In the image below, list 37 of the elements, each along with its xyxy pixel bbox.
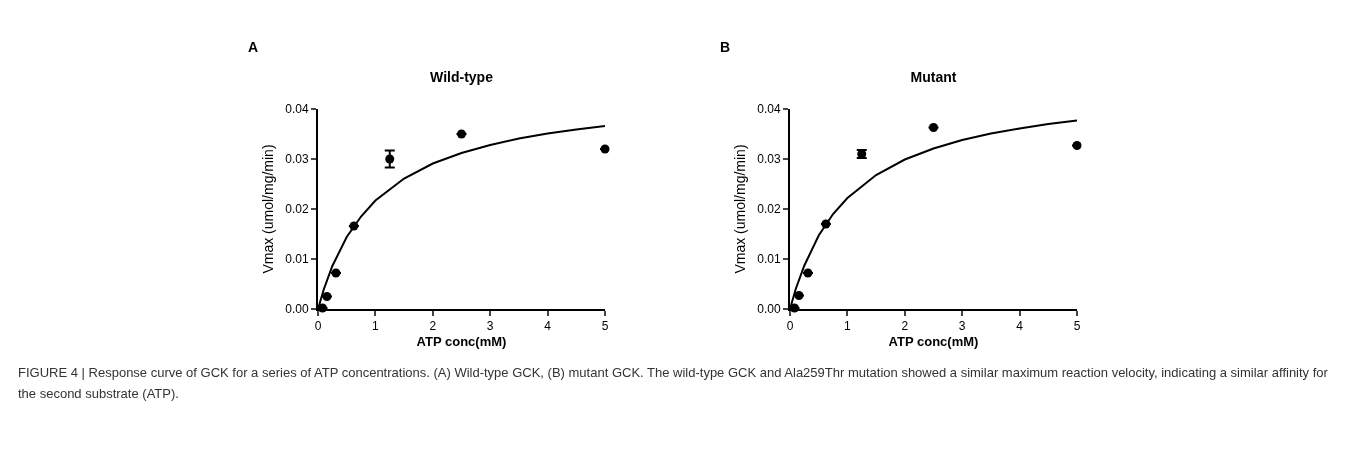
point: [803, 268, 813, 278]
x-tick-label: 2: [901, 319, 909, 334]
x-tick-label: 5: [1073, 319, 1081, 334]
point: [1072, 141, 1082, 150]
point: [385, 154, 395, 164]
x-tick-label: 0: [314, 319, 322, 334]
y-tick-label: 0.00: [757, 302, 781, 317]
y-tick-label: 0.01: [285, 252, 309, 267]
x-tick-label: 4: [1016, 319, 1024, 334]
x-tick-label: 3: [486, 319, 494, 334]
y-tick-label: 0.02: [757, 202, 781, 217]
y-tick-label: 0.04: [285, 102, 309, 117]
y-tick-label: 0.02: [285, 202, 309, 217]
y-tick-label: 0.03: [285, 152, 309, 167]
y-axis-title: Vmax (umol/mg/min): [732, 144, 749, 274]
text: B: [720, 39, 731, 55]
y-tick-label: 0.03: [757, 152, 781, 167]
y-tick-label: 0.04: [757, 102, 781, 117]
text: A: [248, 39, 259, 55]
x-tick-label: 5: [601, 319, 609, 334]
x-tick-label: 0: [786, 319, 794, 334]
point: [331, 268, 341, 278]
chart-title: Wild-type: [430, 68, 494, 85]
y-tick-label: 0.00: [285, 302, 309, 317]
x-tick-label: 3: [958, 319, 966, 334]
x-axis-title: ATP conc(mM): [416, 333, 507, 349]
point: [600, 144, 610, 154]
x-tick-label: 2: [429, 319, 437, 334]
y-axis-title: Vmax (umol/mg/min): [260, 144, 277, 274]
chart-title: Mutant: [910, 68, 957, 85]
caption: FIGURE 4 | Response curve of GCK for a series of ATP concentrations. (A) Wild-type GCK, (B) mutant GCK. The wild-type GCK and Ala259Thr mutation showed a similar maximum reaction velocity, indicating a similar affinity for the second substrate (ATP).: [18, 364, 1328, 403]
x-axis-title: ATP conc(mM): [888, 333, 979, 349]
y-tick-label: 0.01: [757, 252, 781, 267]
x-tick-label: 1: [372, 319, 380, 334]
point: [457, 129, 466, 139]
x-tick-label: 1: [844, 319, 852, 334]
x-tick-label: 4: [544, 319, 552, 334]
